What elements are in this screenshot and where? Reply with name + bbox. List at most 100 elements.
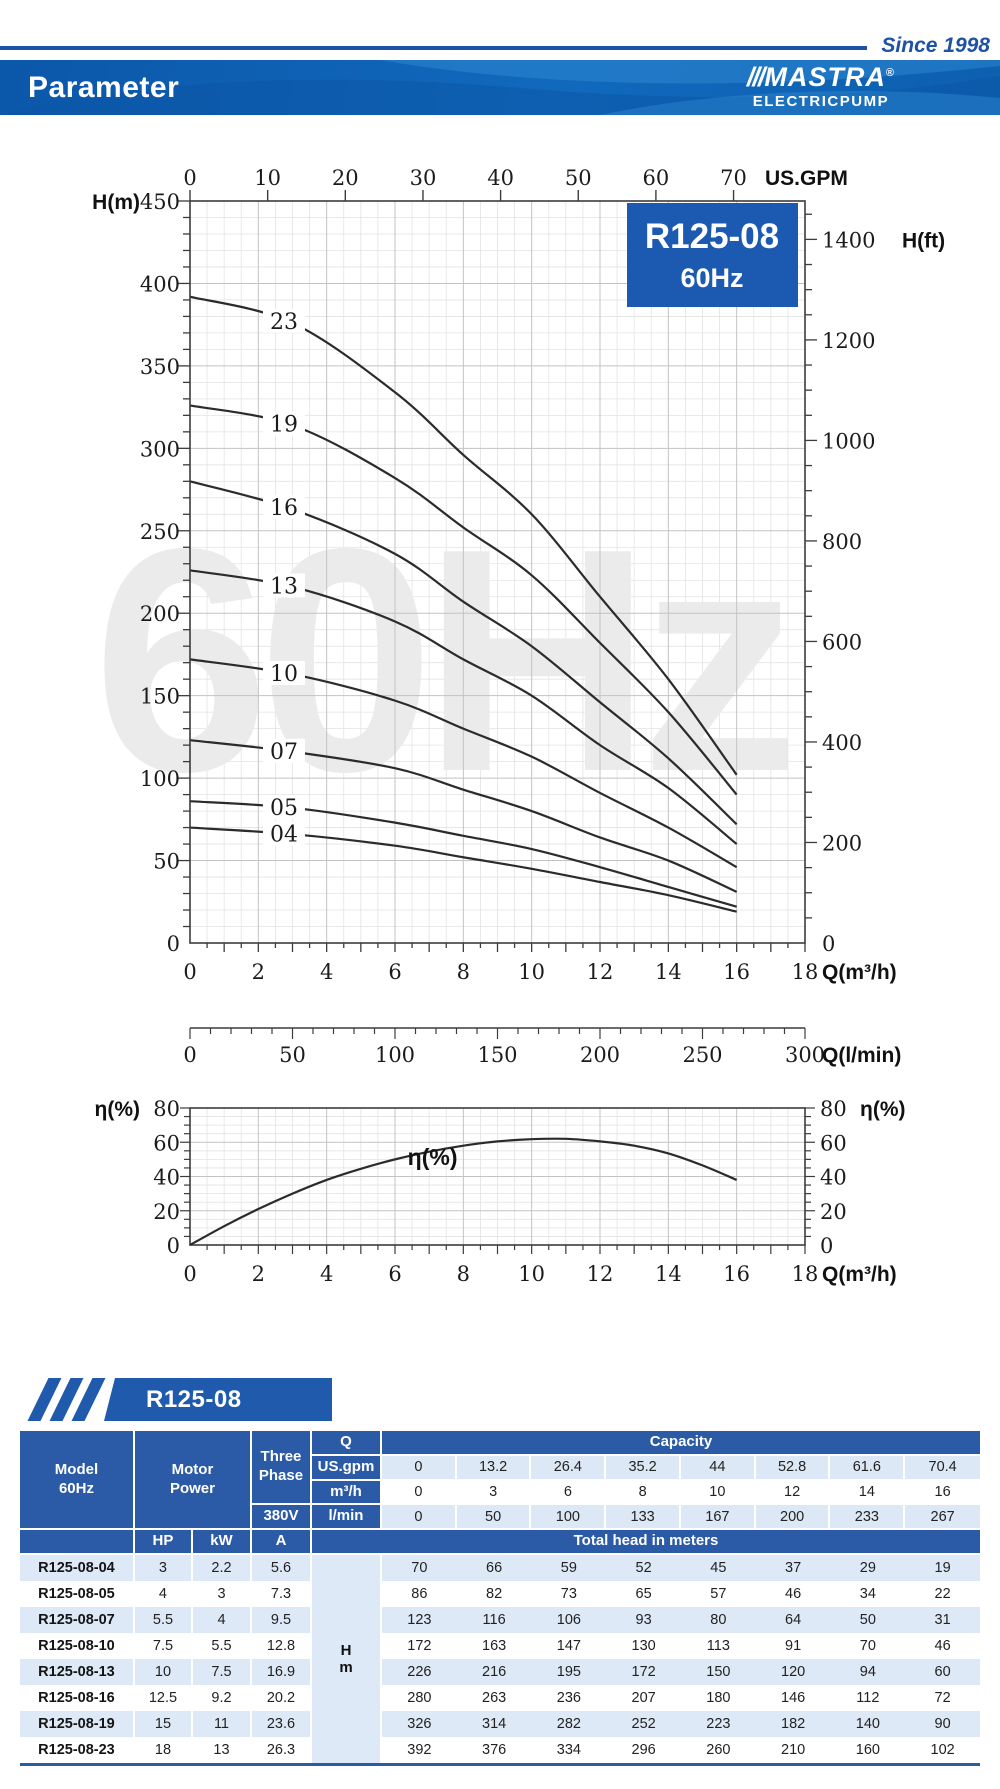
head-value: 263 [456,1684,532,1711]
head-value: 182 [755,1710,831,1737]
svg-text:16: 16 [723,1262,750,1286]
svg-text:0: 0 [167,932,180,956]
head-value: 252 [606,1710,681,1737]
svg-text:η(%): η(%) [860,1098,906,1121]
banner-wave-decoration [0,60,1000,115]
svg-text:0: 0 [183,960,196,984]
amp-value: 12.8 [251,1632,312,1659]
svg-text:100: 100 [375,1043,415,1067]
svg-text:16: 16 [723,960,750,984]
svg-text:20: 20 [332,166,359,190]
capacity-row-usgpm: US.gpm 0 13.2 26.4 35.2 44 52.8 61.6 70.4 [20,1455,981,1481]
svg-text:50: 50 [279,1043,306,1067]
col-header-three-phase: Three Phase [251,1431,312,1506]
head-value: 160 [830,1736,906,1763]
svg-text:60Hz: 60Hz [93,483,789,838]
model-cell: R125-08-16 [19,1684,135,1711]
head-value: 59 [531,1554,607,1581]
table-banner-label: R125-08 [146,1386,242,1413]
svg-text:16: 16 [270,496,298,521]
capacity-value: 0 [381,1455,457,1481]
svg-text:0: 0 [822,932,835,956]
head-value: 150 [680,1658,756,1685]
head-value: 113 [680,1632,756,1659]
svg-text:8: 8 [457,1262,470,1286]
svg-text:Q(m³/h): Q(m³/h) [822,961,897,984]
capacity-value: 200 [755,1505,831,1530]
registered-mark-icon: ® [885,67,895,79]
col-header-motor-power: Motor Power [134,1431,252,1530]
capacity-value: 35.2 [606,1455,681,1481]
svg-text:50: 50 [565,166,592,190]
capacity-value: 50 [456,1505,532,1530]
svg-text:0: 0 [820,1234,833,1258]
kw-value: 3 [192,1580,252,1607]
head-value: 260 [680,1736,756,1763]
head-value: 334 [531,1736,607,1763]
voltage-label: 380V [251,1505,312,1530]
col-header-kw: kW [192,1530,252,1555]
head-value: 116 [456,1606,532,1633]
svg-text:40: 40 [820,1166,847,1190]
svg-text:350: 350 [140,355,180,379]
head-value: 31 [905,1606,981,1633]
col-header-q: Q [311,1431,382,1456]
table-row: R125-08-10 7.5 5.5 12.8 172 163 147 130 113 91 70 4… [19,1632,981,1659]
svg-text:400: 400 [140,272,180,296]
col-header-capacity: Capacity [381,1431,981,1456]
capacity-value: 167 [680,1505,756,1530]
svg-text:1400: 1400 [822,228,875,252]
svg-text:300: 300 [785,1043,825,1067]
model-cell: R125-08-05 [19,1580,135,1607]
model-cell: R125-08-23 [19,1736,135,1763]
page-header: Since 1998 Parameter ///MASTRA® ELECTRIC… [0,0,1000,115]
capacity-value: 52.8 [755,1455,831,1481]
kw-value: 7.5 [192,1658,252,1685]
head-value: 46 [905,1632,981,1659]
svg-text:10: 10 [270,662,298,687]
head-value: 172 [606,1658,681,1685]
hp-value: 7.5 [134,1632,193,1659]
head-value: 86 [381,1580,457,1607]
table-row: R125-08-19 15 11 23.6 326 314 282 252 223 182 140 9… [19,1710,981,1737]
capacity-value: 26.4 [531,1455,607,1481]
head-value: 210 [755,1736,831,1763]
svg-text:18: 18 [792,960,819,984]
head-value: 282 [531,1710,607,1737]
svg-text:150: 150 [140,685,180,709]
head-value: 82 [456,1580,532,1607]
svg-text:800: 800 [822,530,862,554]
capacity-value: 10 [680,1480,756,1506]
head-value: 90 [905,1710,981,1737]
svg-text:14: 14 [655,960,682,984]
svg-text:10: 10 [518,960,545,984]
table-row: R125-08-05 4 3 7.3 86 82 73 65 57 46 34 22 [19,1580,981,1607]
table-header-row-band: HP kW A Total head in meters [19,1530,981,1555]
head-value: 326 [381,1710,457,1737]
head-value: 46 [755,1580,831,1607]
page-title: Parameter [28,70,180,104]
col-header-amp: A [251,1530,312,1555]
svg-text:40: 40 [153,1166,180,1190]
head-value: 216 [456,1658,532,1685]
head-value: 72 [905,1684,981,1711]
capacity-value: 16 [905,1480,981,1506]
svg-text:1200: 1200 [822,329,875,353]
svg-text:20: 20 [820,1200,847,1224]
capacity-value: 0 [381,1505,457,1530]
head-value: 223 [680,1710,756,1737]
svg-text:200: 200 [140,602,180,626]
svg-text:H(m): H(m) [92,191,140,214]
svg-text:4: 4 [320,1262,333,1286]
model-cell: R125-08-04 [19,1554,135,1581]
head-value: 22 [905,1580,981,1607]
amp-value: 23.6 [251,1710,312,1737]
svg-text:Q(l/min): Q(l/min) [822,1044,901,1067]
head-value: 73 [531,1580,607,1607]
svg-text:2: 2 [252,960,265,984]
hp-value: 18 [134,1736,193,1763]
brand-wordmark: ///MASTRA® [747,64,895,91]
svg-text:200: 200 [822,831,862,855]
